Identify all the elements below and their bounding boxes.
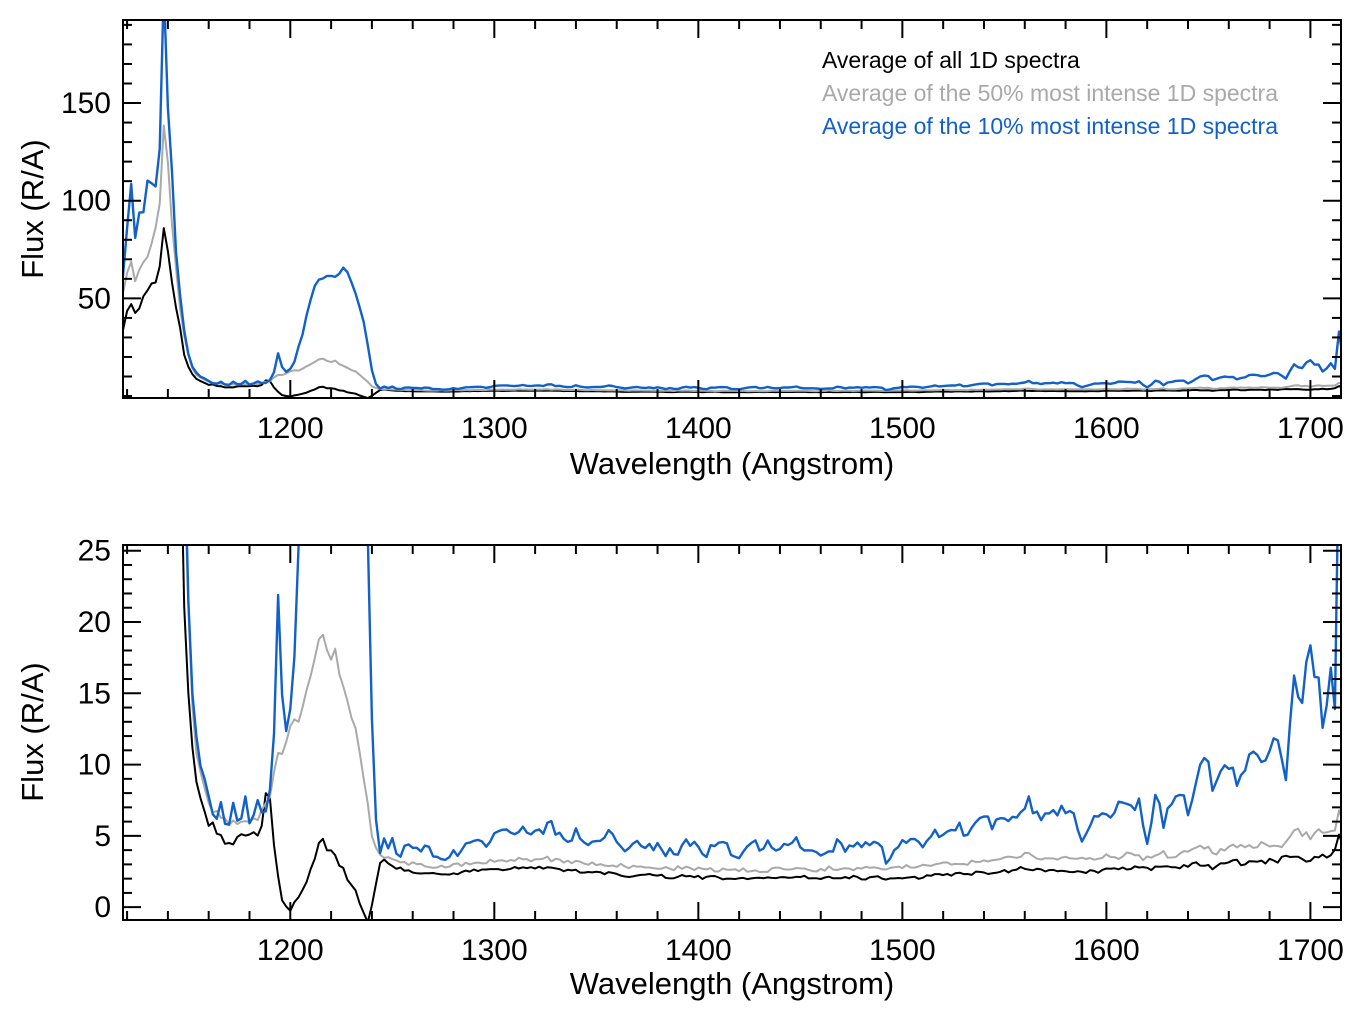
bottom-panel: 1200 1300 1400 1500 1600 1700 0 5 10 15 20 25 (78, 535, 1344, 967)
top-panel: 1200 1300 1400 1500 1600 1700 50 100 150 (61, 19, 1344, 445)
x-tick-label: 1600 (1073, 934, 1140, 967)
y-axis-label-top: Flux (R/A) (15, 139, 50, 279)
y-tick-label: 20 (78, 606, 111, 639)
series-avg-10pct-most-intense-line (123, 20, 1341, 392)
x-tick-label: 1600 (1073, 412, 1140, 445)
x-tick-label: 1700 (1277, 412, 1344, 445)
x-tick-label: 1400 (665, 412, 732, 445)
y-tick-label: 0 (94, 891, 111, 924)
x-tick-label: 1300 (461, 934, 528, 967)
y-axis-label-bottom: Flux (R/A) (15, 662, 50, 802)
y-tick-label: 5 (94, 820, 111, 853)
series-avg-50pct-most-intense-line (123, 124, 1341, 393)
x-tick-label: 1700 (1277, 934, 1344, 967)
y-tick-label: 50 (78, 282, 111, 315)
x-tick-label: 1200 (257, 934, 324, 967)
y-tick-label: 100 (61, 185, 111, 218)
legend-item-avg-10pct: Average of the 10% most intense 1D spect… (822, 113, 1279, 139)
x-axis-label-top: Wavelength (Angstrom) (569, 446, 895, 481)
series-avg-10pct-most-intense-line (185, 545, 1339, 865)
x-tick-label: 1200 (257, 412, 324, 445)
x-tick-label: 1500 (869, 412, 936, 445)
legend-item-avg-50pct: Average of the 50% most intense 1D spect… (822, 80, 1279, 106)
y-tick-label: 10 (78, 749, 111, 782)
x-tick-label: 1300 (461, 412, 528, 445)
x-tick-label: 1400 (665, 934, 732, 967)
x-tick-label: 1500 (869, 934, 936, 967)
legend: Average of all 1D spectra Average of the… (822, 44, 1278, 143)
bottom-panel-frame (122, 544, 1342, 921)
legend-item-avg-all: Average of all 1D spectra (822, 47, 1080, 73)
y-tick-label: 150 (61, 87, 111, 120)
y-tick-label: 15 (78, 677, 111, 710)
series-avg-50pct-most-intense-line (185, 545, 1341, 873)
series-avg-all-1d-spectra-line (181, 545, 1341, 920)
x-axis-label-bottom: Wavelength (Angstrom) (569, 966, 895, 1001)
top-panel-frame (122, 19, 1342, 399)
y-tick-label: 25 (78, 535, 111, 568)
series-avg-all-1d-spectra-line (123, 227, 1341, 398)
